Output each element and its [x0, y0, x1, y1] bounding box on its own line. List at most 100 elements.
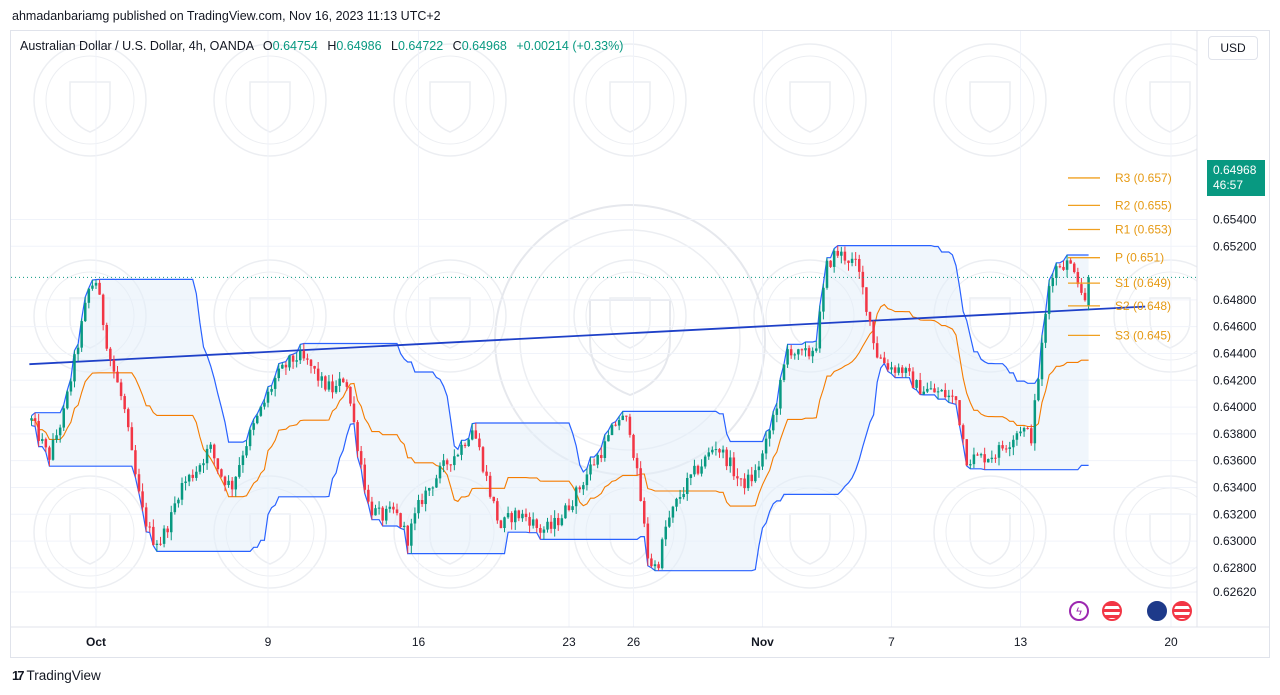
- open-value: 0.64754: [272, 39, 318, 53]
- candle-body: [463, 444, 467, 447]
- candle-body: [875, 343, 879, 358]
- us-flag-icon-2[interactable]: [1172, 601, 1192, 621]
- candle-body: [675, 498, 678, 507]
- candle-body: [33, 418, 37, 421]
- candle-body: [1019, 431, 1022, 434]
- candle-body: [392, 506, 395, 510]
- candle-body: [728, 457, 732, 467]
- candle-body: [814, 348, 818, 351]
- currency-button[interactable]: USD: [1208, 36, 1258, 60]
- candle-body: [281, 364, 284, 369]
- lightning-icon[interactable]: ϟ: [1069, 601, 1089, 621]
- candle-body: [517, 510, 521, 519]
- candle-body: [997, 445, 1001, 458]
- candle-body: [306, 358, 309, 360]
- candle-body: [137, 474, 141, 492]
- tradingview-brand: TradingView: [26, 668, 101, 683]
- candle-body: [714, 449, 718, 451]
- price-tick-label: 0.64400: [1213, 346, 1257, 360]
- candle-body: [359, 451, 363, 465]
- candle-body: [556, 517, 560, 526]
- time-axis[interactable]: Oct 9 16 23 26 Nov 7 13 20: [86, 635, 1178, 649]
- candle-body: [513, 510, 517, 523]
- candle-body: [850, 258, 854, 263]
- candle-body: [91, 285, 94, 289]
- candle-body: [506, 513, 510, 518]
- candle-body: [972, 454, 976, 465]
- candle-body: [341, 378, 345, 383]
- open-label: O: [262, 39, 273, 53]
- time-tick-label: 13: [1014, 635, 1028, 649]
- candle-body: [503, 517, 506, 529]
- published-line: ahmadanbariamg published on TradingView.…: [12, 9, 441, 23]
- candle-body: [248, 429, 252, 447]
- candle-body: [367, 489, 370, 502]
- close-value: 0.64968: [461, 39, 507, 53]
- candle-body: [861, 271, 865, 288]
- candle-body: [829, 260, 832, 267]
- trendline[interactable]: [29, 305, 1146, 366]
- candle-body: [363, 464, 367, 490]
- pivot-label: S2 (0.648): [1115, 299, 1171, 313]
- candle-body: [270, 388, 273, 392]
- candle-body: [625, 415, 628, 417]
- candle-body: [868, 311, 872, 322]
- candle-body: [134, 450, 137, 475]
- candle-body: [98, 282, 101, 295]
- candle-body: [130, 427, 134, 451]
- candle-body: [87, 288, 91, 303]
- candle-body: [1029, 428, 1033, 444]
- candle-body: [664, 526, 668, 540]
- candle-body: [259, 406, 263, 416]
- candle-body: [657, 564, 660, 569]
- au-flag-icon[interactable]: [1147, 601, 1167, 621]
- price-axis[interactable]: 0.62620 0.62800 0.63000 0.63200 0.63400 0.636…: [1213, 212, 1257, 599]
- candle-body: [836, 250, 840, 256]
- candle-body: [216, 458, 220, 470]
- candle-body: [481, 447, 485, 472]
- candle-body: [1069, 260, 1072, 264]
- tradingview-logo[interactable]: 17 TradingView: [12, 668, 101, 683]
- candle-body: [542, 529, 546, 533]
- candle-body: [356, 422, 359, 452]
- candle-body: [696, 465, 700, 474]
- symbol-title[interactable]: Australian Dollar / U.S. Dollar, 4h, OAN…: [20, 39, 254, 53]
- candle-body: [936, 391, 940, 393]
- candle-body: [546, 521, 549, 530]
- candle-body: [456, 454, 460, 457]
- candle-body: [754, 470, 757, 482]
- candle-body: [807, 348, 811, 357]
- candle-body: [76, 347, 80, 355]
- candle-body: [30, 418, 33, 421]
- candle-body: [37, 420, 40, 441]
- price-tick-label: 0.63600: [1213, 454, 1257, 468]
- candle-body: [628, 416, 632, 435]
- candle-body: [1047, 286, 1051, 314]
- candle-body: [101, 294, 105, 325]
- candle-body: [177, 499, 180, 504]
- candle-body: [273, 378, 277, 389]
- candle-body: [843, 251, 847, 261]
- channel-upper: [31, 245, 1089, 473]
- candle-body: [646, 523, 650, 559]
- candle-body: [1058, 266, 1062, 268]
- candle-body: [847, 260, 850, 263]
- us-flag-icon[interactable]: [1102, 601, 1122, 621]
- price-tick-label: 0.64000: [1213, 400, 1257, 414]
- candle-body: [621, 415, 625, 421]
- candle-body: [739, 478, 743, 480]
- candle-body: [883, 357, 886, 364]
- candle-body: [316, 368, 320, 381]
- candle-body: [531, 519, 535, 526]
- candle-body: [460, 444, 463, 455]
- candle-body: [370, 501, 374, 516]
- candle-body: [474, 430, 478, 439]
- candle-body: [908, 368, 911, 372]
- candle-body: [976, 454, 979, 456]
- time-tick-label: 9: [265, 635, 272, 649]
- candle-body: [947, 395, 951, 398]
- candle-body: [83, 302, 87, 322]
- candle-body: [94, 282, 98, 286]
- candle-body: [865, 287, 868, 312]
